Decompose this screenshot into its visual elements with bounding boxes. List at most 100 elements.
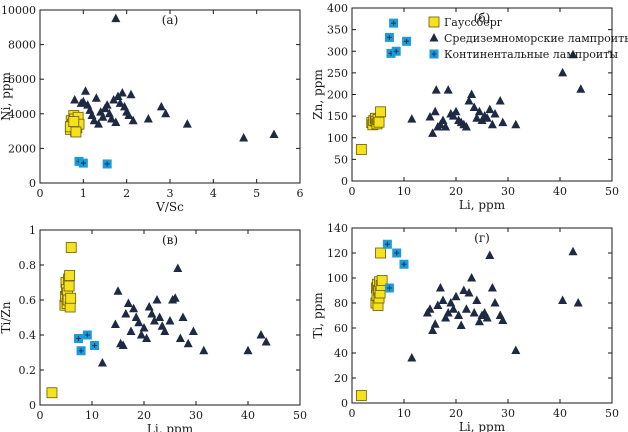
panel-b-xtick-label: 10 xyxy=(397,185,411,198)
data-point-mediterranean xyxy=(485,104,495,114)
data-point-mediterranean xyxy=(443,308,453,317)
data-point-gaussberg xyxy=(376,275,388,286)
data-point-gaussberg xyxy=(64,270,76,281)
data-point-gaussberg xyxy=(355,390,367,401)
data-point-mediterranean xyxy=(433,300,443,309)
panel-a-ytick-label: 2000 xyxy=(8,142,36,155)
data-point-mediterranean xyxy=(464,95,474,105)
panel-g-ytick-label: 100 xyxy=(327,272,348,285)
data-point-mediterranean xyxy=(474,106,484,116)
data-point-mediterranean xyxy=(487,119,497,129)
data-point-mediterranean xyxy=(438,115,448,124)
legend-entry-continental: Континентальные лампроиты xyxy=(429,48,618,61)
panel-g-series-mediterranean xyxy=(407,246,583,362)
panel-b: 0 10 20 30 40 50 0 50 100 150 200 250 300 350 400 Li, p… xyxy=(311,2,619,212)
data-point-mediterranean xyxy=(113,286,123,295)
legend-entry-mediterranean: Средиземноморские лампроиты xyxy=(429,32,628,45)
data-point-mediterranean xyxy=(511,119,521,129)
legend-marker-mediterranean xyxy=(429,33,439,42)
panel-a-series-mediterranean xyxy=(70,13,279,142)
data-point-mediterranean xyxy=(482,313,492,322)
panel-a-ytick-label: 10000 xyxy=(1,4,36,17)
panel-b-series-gaussberg xyxy=(355,106,387,155)
panel-v-ytick-label: 0 xyxy=(29,399,36,412)
panel-v-xtick-label: 40 xyxy=(241,409,255,422)
data-point-mediterranean xyxy=(425,111,435,121)
data-point-mediterranean xyxy=(461,121,471,131)
data-point-mediterranean xyxy=(147,309,157,318)
data-point-gaussberg xyxy=(65,242,77,253)
data-point-mediterranean xyxy=(498,117,508,127)
data-point-mediterranean xyxy=(70,94,80,104)
panel-a-xtick-label: 1 xyxy=(80,187,87,200)
data-point-mediterranean xyxy=(498,315,508,324)
panel-b-series-mediterranean xyxy=(407,49,586,137)
panel-g-series-continental xyxy=(382,239,409,293)
data-point-mediterranean xyxy=(139,323,149,332)
data-point-gaussberg xyxy=(46,387,58,399)
data-point-mediterranean xyxy=(477,115,487,124)
data-point-mediterranean xyxy=(511,345,521,354)
panel-v-xtick-label: 20 xyxy=(137,409,151,422)
data-point-mediterranean xyxy=(573,298,583,307)
data-point-mediterranean xyxy=(485,250,495,259)
data-point-mediterranean xyxy=(558,67,568,77)
data-point-mediterranean xyxy=(428,128,438,137)
data-point-mediterranean xyxy=(469,308,479,317)
panel-v-xtick-label: 10 xyxy=(85,409,99,422)
panel-b-ytick-label: 350 xyxy=(327,24,348,37)
data-point-mediterranean xyxy=(430,319,440,328)
panel-g-xtick-label: 40 xyxy=(553,407,567,420)
panel-v-series-mediterranean xyxy=(97,263,271,367)
panel-b-ylabel: Zn, ppm xyxy=(311,69,325,120)
panel-a-ytick-label: 8000 xyxy=(8,39,36,52)
panel-b-xtick-label: 50 xyxy=(605,185,619,198)
data-point-mediterranean xyxy=(446,298,456,307)
data-point-mediterranean xyxy=(111,117,121,126)
data-point-mediterranean xyxy=(435,283,445,292)
data-point-mediterranean xyxy=(78,96,88,106)
data-point-mediterranean xyxy=(134,317,144,327)
data-point-mediterranean xyxy=(129,303,139,313)
panel-b-ytick-label: 50 xyxy=(334,153,348,166)
data-point-mediterranean xyxy=(188,326,198,335)
data-point-mediterranean xyxy=(438,295,448,304)
data-point-mediterranean xyxy=(110,319,120,328)
panel-g-xtick-label: 10 xyxy=(397,407,411,420)
data-point-continental xyxy=(82,330,92,340)
data-point-mediterranean xyxy=(143,113,153,123)
panel-v-ytick-label: 0.8 xyxy=(19,259,37,272)
panel-a-xtick-label: 2 xyxy=(123,187,130,200)
data-point-mediterranean xyxy=(170,293,180,302)
data-point-mediterranean xyxy=(91,93,101,102)
data-point-mediterranean xyxy=(136,330,146,339)
data-point-mediterranean xyxy=(448,111,458,120)
data-point-mediterranean xyxy=(472,113,482,122)
data-point-mediterranean xyxy=(199,345,209,355)
data-point-mediterranean xyxy=(160,326,170,335)
panel-g-xlabel: Li, ppm xyxy=(459,420,506,432)
panel-b-series-continental xyxy=(384,18,412,58)
panel-g-ytick-label: 20 xyxy=(334,372,348,385)
panel-b-xtick-label: 40 xyxy=(553,185,567,198)
data-point-mediterranean xyxy=(472,295,482,304)
data-point-continental xyxy=(392,248,402,258)
panel-b-ytick-label: 150 xyxy=(327,110,348,123)
data-point-mediterranean xyxy=(469,102,479,111)
data-point-continental xyxy=(78,158,88,168)
panel-a-series-continental xyxy=(74,156,112,169)
data-point-mediterranean xyxy=(102,100,112,109)
data-point-mediterranean xyxy=(451,291,461,301)
data-point-mediterranean xyxy=(124,110,134,120)
data-point-mediterranean xyxy=(407,114,417,123)
panel-v-letter: (в) xyxy=(162,233,178,247)
data-point-mediterranean xyxy=(456,320,466,329)
legend-marker-gaussberg xyxy=(428,16,440,28)
data-point-mediterranean xyxy=(126,326,136,335)
panel-v-xtick-label: 30 xyxy=(189,409,203,422)
data-point-continental xyxy=(382,239,392,249)
panel-v-xlabel: Li, ppm xyxy=(147,422,194,432)
panel-b-ytick-label: 100 xyxy=(327,132,348,145)
panel-b-xlabel: Li, ppm xyxy=(459,198,506,212)
data-point-continental xyxy=(102,159,112,169)
